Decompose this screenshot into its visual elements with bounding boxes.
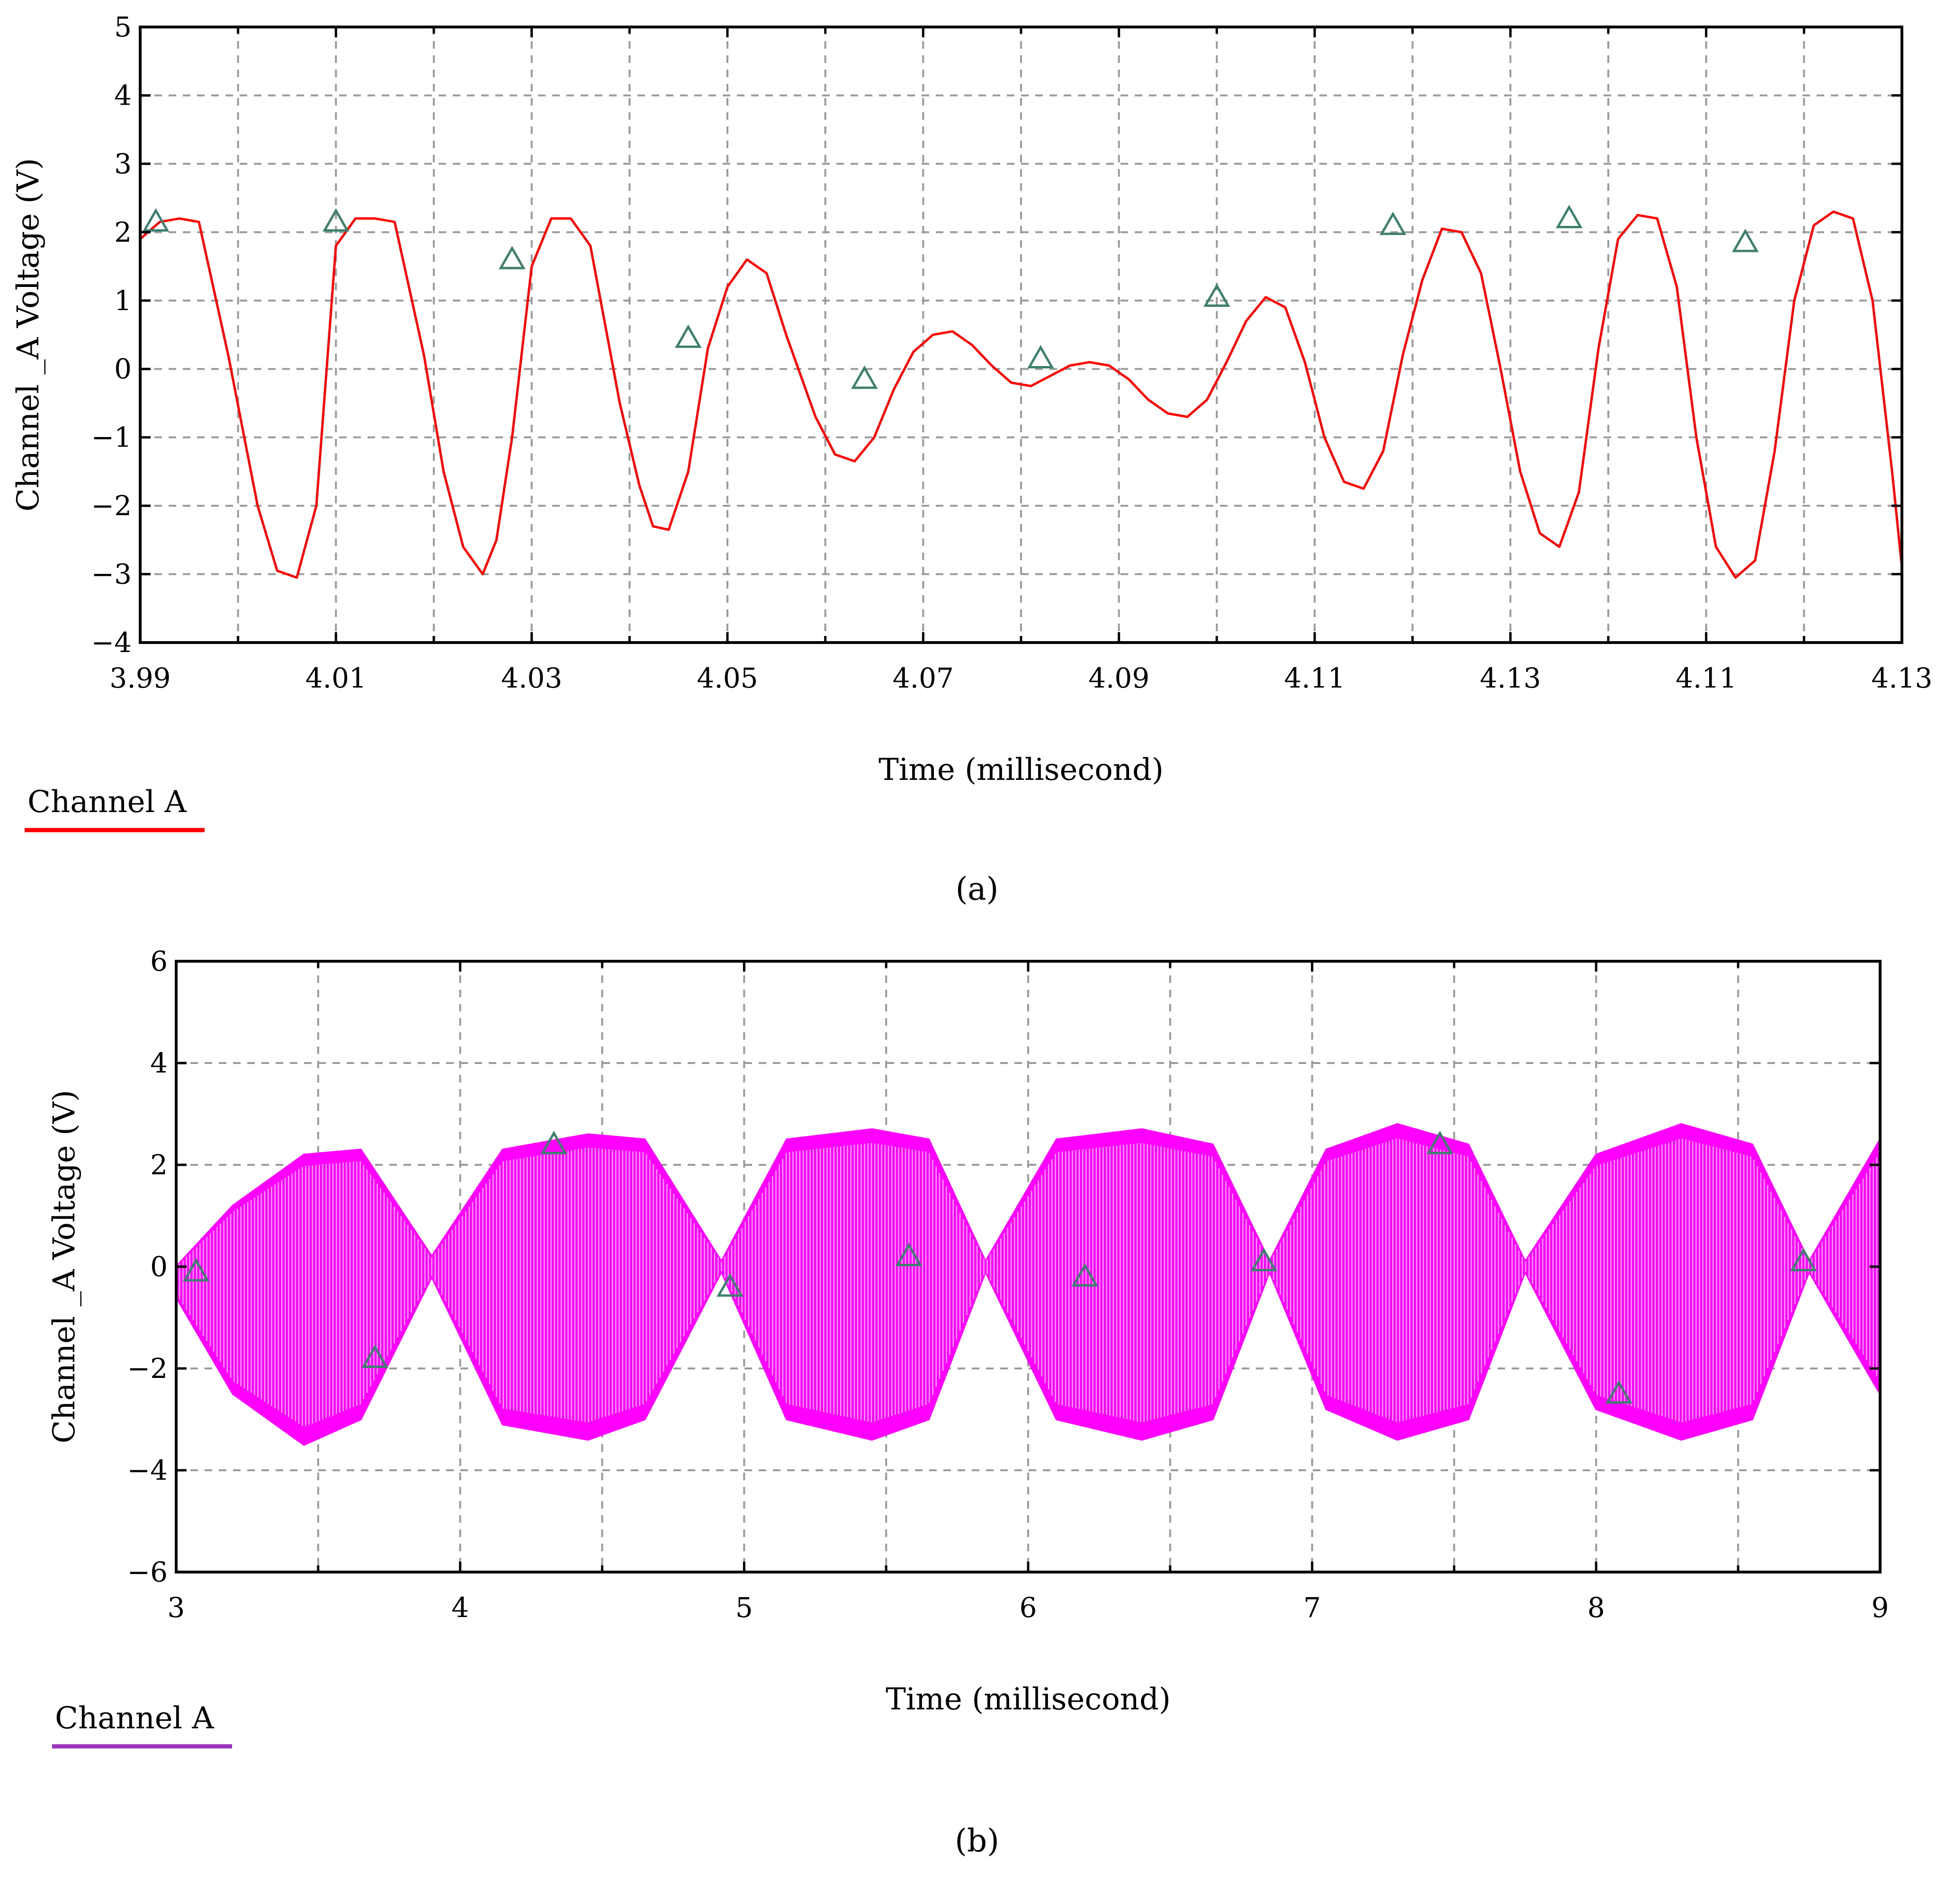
x-tick-label: 3 (168, 1591, 185, 1624)
data-marker-triangle (1071, 1263, 1099, 1287)
y-tick-label: −4 (91, 626, 132, 659)
data-marker-triangle (1732, 228, 1759, 252)
data-marker-triangle (1380, 211, 1407, 235)
chart-b-y-tick-labels: −6 −4 −2 0 2 4 6 (127, 945, 168, 1588)
chart-b-plot-area (175, 1123, 1881, 1446)
y-tick-label: 2 (150, 1149, 168, 1181)
series-markers (182, 1130, 1817, 1404)
chart-a-y-axis-label: Channel _A Voltage (V) (11, 158, 46, 512)
data-marker-triangle (1426, 1130, 1453, 1154)
x-tick-label: 4.05 (697, 662, 758, 694)
y-tick-label: 0 (114, 353, 132, 385)
x-tick-label: 7 (1303, 1591, 1321, 1624)
series-oscillation-hatch (175, 1138, 1881, 1427)
y-tick-label: 4 (114, 79, 132, 111)
x-tick-label: 4.11 (1676, 662, 1737, 694)
series-line-channel-a (139, 210, 1903, 579)
y-tick-label: −2 (91, 490, 132, 522)
series-markers (142, 205, 1759, 389)
data-marker-triangle (1790, 1248, 1817, 1271)
chart-a-legend-label: Channel A (27, 785, 187, 820)
data-marker-triangle (142, 208, 170, 232)
x-tick-label: 8 (1587, 1591, 1605, 1624)
x-tick-label: 3.99 (109, 662, 170, 694)
data-marker-triangle (1203, 283, 1230, 307)
x-tick-label: 4.07 (893, 662, 954, 694)
data-marker-triangle (1556, 205, 1583, 228)
x-tick-label: 4.09 (1088, 662, 1149, 694)
y-tick-label: 5 (114, 11, 132, 43)
data-marker-triangle (895, 1243, 923, 1266)
chart-a-x-axis-label: Time (millisecond) (878, 752, 1164, 787)
chart-b-x-tick-labels: 3 4 5 6 7 8 9 (168, 1591, 1889, 1624)
x-tick-label: 4.11 (1284, 662, 1345, 694)
chart-b-legend-label: Channel A (55, 1701, 214, 1736)
data-marker-triangle (1250, 1248, 1278, 1271)
data-marker-triangle (499, 246, 526, 269)
data-marker-triangle (361, 1344, 389, 1368)
data-marker-triangle (851, 365, 878, 389)
x-tick-label: 9 (1872, 1591, 1889, 1624)
y-tick-label: 3 (114, 148, 132, 180)
chart-b-ticks (175, 960, 1882, 1573)
y-tick-label: 2 (114, 216, 132, 248)
chart-a-grid (140, 27, 1902, 643)
data-marker-triangle (540, 1130, 567, 1154)
y-tick-label: 6 (150, 945, 168, 977)
x-tick-label: 6 (1020, 1591, 1037, 1624)
chart-a-legend: Channel A (25, 785, 205, 832)
x-tick-label: 5 (735, 1591, 753, 1624)
y-tick-label: −6 (127, 1556, 168, 1588)
data-marker-triangle (1605, 1380, 1632, 1404)
y-tick-label: −3 (91, 558, 132, 590)
chart-panel-a: −4 −3 −2 −1 0 1 2 3 4 5 3.99 4.01 4.03 4.05 4.07 4.09 4… (11, 11, 1933, 907)
chart-b-x-axis-label: Time (millisecond) (886, 1682, 1171, 1717)
y-tick-label: −2 (127, 1352, 168, 1385)
chart-b-y-axis-label: Channel _A Voltage (V) (47, 1090, 82, 1444)
data-marker-triangle (675, 324, 702, 348)
y-tick-label: −1 (91, 421, 132, 454)
y-tick-label: −4 (127, 1454, 168, 1486)
chart-a-y-tick-labels: −4 −3 −2 −1 0 1 2 3 4 5 (91, 11, 132, 659)
y-tick-label: 1 (114, 285, 132, 317)
data-marker-triangle (182, 1258, 210, 1282)
x-tick-label: 4.13 (1871, 662, 1932, 694)
data-marker-triangle (323, 208, 350, 232)
chart-a-x-tick-labels: 3.99 4.01 4.03 4.05 4.07 4.09 4.11 4.13 4.11 4.13 (109, 662, 1932, 694)
x-tick-label: 4.01 (305, 662, 367, 694)
chart-a-ticks (139, 26, 1903, 644)
y-tick-label: 0 (150, 1251, 168, 1283)
chart-a-plot-area (139, 205, 1903, 579)
x-tick-label: 4.13 (1480, 662, 1541, 694)
panel-label-b: (b) (955, 1823, 999, 1859)
chart-panel-b: −6 −4 −2 0 2 4 6 3 4 5 6 7 8 9 Channel _A Voltage (V… (47, 945, 1889, 1859)
x-tick-label: 4.03 (501, 662, 562, 694)
data-marker-triangle (717, 1273, 744, 1297)
chart-b-legend: Channel A (52, 1701, 232, 1749)
data-marker-triangle (1027, 345, 1054, 369)
y-tick-label: 4 (150, 1047, 168, 1079)
x-tick-label: 4 (451, 1591, 469, 1624)
panel-label-a: (a) (956, 871, 999, 907)
